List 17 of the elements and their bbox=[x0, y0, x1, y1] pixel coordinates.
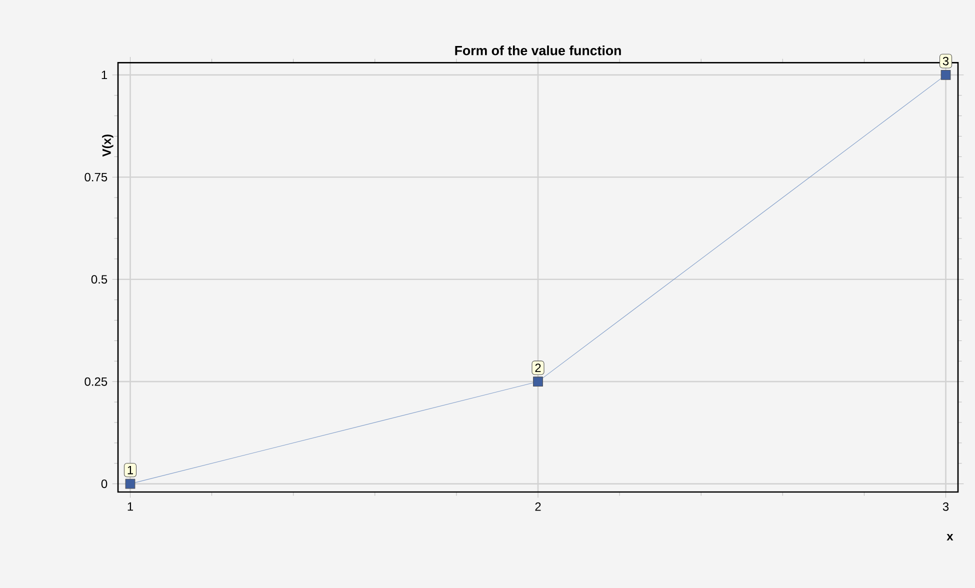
y-tick-label: 0.5 bbox=[91, 275, 108, 284]
chart-title: Form of the value function bbox=[455, 45, 621, 56]
y-tick-label: 0.25 bbox=[84, 377, 108, 386]
x-axis-title: x bbox=[946, 534, 954, 540]
annotation: 1 bbox=[128, 466, 133, 474]
x-tick-label: 1 bbox=[128, 502, 133, 511]
y-axis-title: V(x) bbox=[102, 134, 114, 157]
x-tick-label: 3 bbox=[942, 502, 949, 511]
point bbox=[125, 478, 136, 489]
y-tick-label: 1 bbox=[102, 70, 108, 80]
y-tick-label: 0.75 bbox=[84, 172, 108, 182]
annotation: 3 bbox=[942, 56, 949, 66]
point bbox=[940, 70, 951, 80]
point bbox=[533, 376, 543, 387]
annotation: 2 bbox=[535, 364, 541, 372]
x-tick-label: 2 bbox=[535, 502, 541, 511]
y-tick-label: 0 bbox=[101, 480, 108, 488]
